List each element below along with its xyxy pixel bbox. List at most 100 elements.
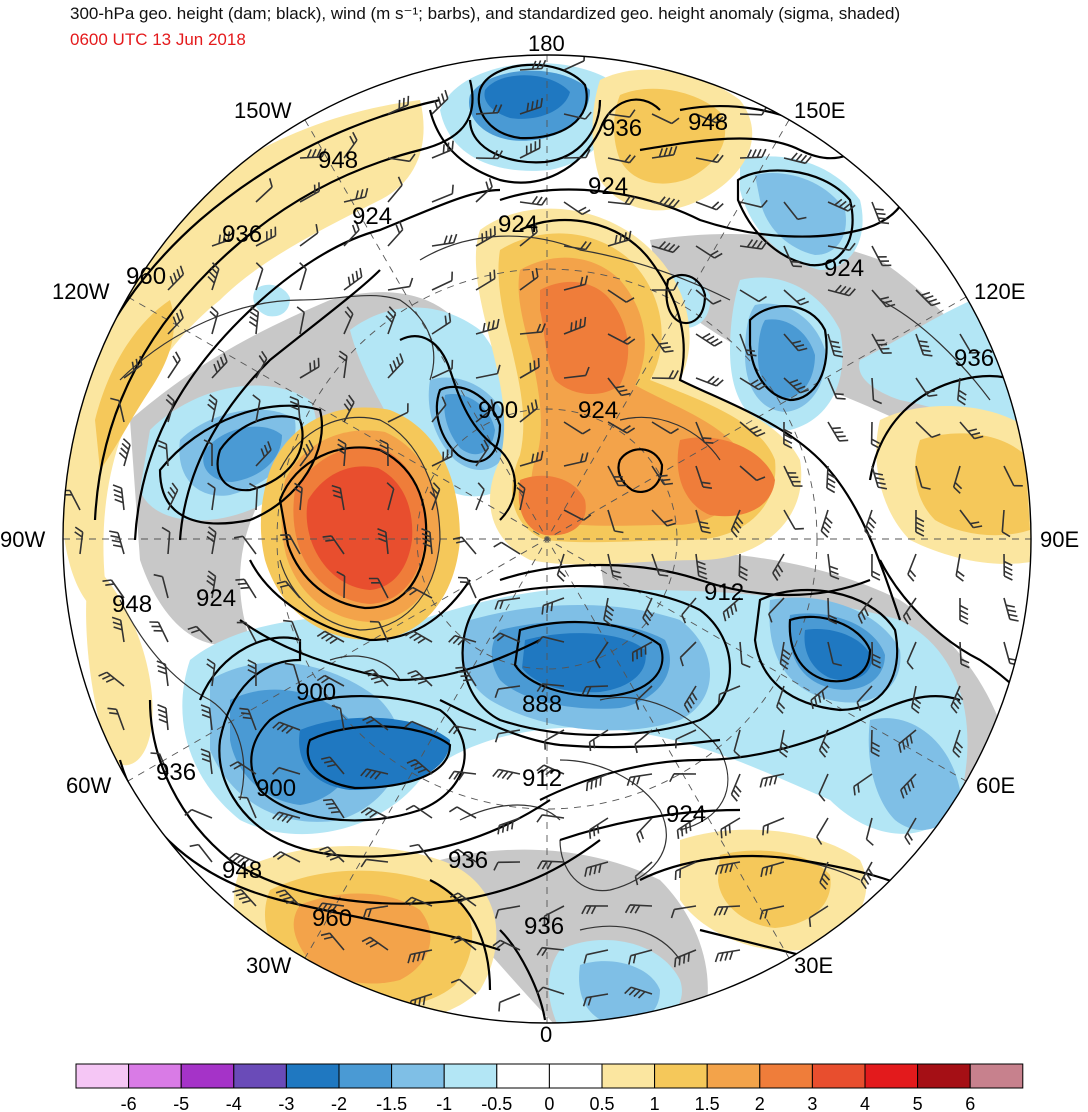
wind-barb — [906, 641, 917, 670]
wind-barb — [475, 318, 500, 335]
wind-barb — [343, 394, 355, 423]
wind-barb — [331, 484, 345, 511]
wind-barb — [409, 843, 433, 863]
wind-barb — [818, 729, 830, 758]
wind-barb — [536, 860, 565, 870]
wind-barb — [272, 766, 301, 775]
wind-barb — [450, 978, 477, 995]
contour-label: 924 — [498, 211, 538, 238]
colorbar-box — [233, 1063, 287, 1089]
wind-barb — [915, 465, 931, 490]
wind-barb — [636, 817, 653, 843]
wind-barb — [563, 241, 592, 251]
wind-barb — [407, 670, 433, 687]
wind-barb — [475, 482, 485, 511]
wind-barb — [110, 397, 125, 423]
wind-barb — [457, 576, 477, 599]
wind-barb — [871, 333, 892, 354]
wind-barb — [331, 704, 345, 731]
map-boundary — [62, 54, 1032, 1024]
wind-barb — [362, 715, 389, 731]
wind-barb — [203, 439, 213, 466]
wind-barb — [651, 241, 680, 254]
wind-barb — [536, 683, 565, 693]
wind-barb — [536, 986, 565, 995]
wind-barb — [675, 729, 697, 749]
wind-barb — [200, 704, 213, 731]
contour-label: 936 — [448, 847, 488, 874]
colorbar-box — [75, 1063, 130, 1089]
colorbar-box — [969, 1063, 1024, 1089]
wind-barb — [607, 553, 622, 579]
contour-label: 936 — [524, 913, 564, 940]
wind-barb — [189, 843, 213, 863]
wind-barb — [299, 148, 327, 159]
lon-label-60w: 60W — [66, 773, 111, 798]
wind-barb — [536, 814, 565, 823]
colorbar-tick-label: 3 — [807, 1094, 817, 1112]
wind-barb — [865, 817, 874, 846]
wind-barb — [211, 229, 235, 247]
wind-barb — [772, 553, 785, 581]
wind-barb — [541, 597, 565, 615]
wind-barb — [674, 861, 697, 881]
wind-barb — [783, 201, 807, 221]
wind-barb — [360, 807, 389, 819]
wind-barb — [431, 447, 453, 467]
wind-barb — [588, 817, 609, 839]
contour-label: 924 — [588, 173, 628, 200]
wind-barb — [343, 221, 360, 247]
lon-label-60e: 60E — [976, 773, 1015, 798]
contour-label: 888 — [522, 691, 562, 718]
wind-barb — [739, 377, 767, 391]
wind-barb — [316, 630, 345, 645]
contour-label: 924 — [578, 397, 618, 424]
wind-barb — [272, 721, 301, 734]
wind-barb — [431, 396, 447, 423]
wind-barb — [714, 861, 741, 875]
polar-map: 948 936 924 960 948 936 924 924 924 936 … — [0, 31, 1079, 1047]
wind-barb — [626, 773, 653, 787]
wind-barb — [739, 148, 767, 159]
wind-barb — [651, 465, 673, 486]
wind-barb — [475, 439, 490, 467]
wind-barb — [299, 357, 320, 379]
wind-barb — [959, 333, 981, 354]
wind-barb — [695, 201, 724, 211]
wind-barb — [320, 932, 345, 951]
wind-barb — [915, 333, 933, 357]
wind-barb — [827, 597, 838, 625]
contour-label: 900 — [296, 679, 336, 706]
wind-barb — [387, 153, 416, 163]
colorbar-tick-label: -1 — [436, 1094, 452, 1112]
lon-label-90w: 90W — [0, 527, 45, 552]
wind-barb — [651, 553, 669, 577]
wind-barb — [681, 597, 697, 624]
wind-barb — [722, 597, 741, 622]
wind-barb — [107, 707, 125, 731]
wind-barb — [563, 316, 587, 335]
wind-barb — [475, 178, 493, 203]
lon-label-150w: 150W — [234, 98, 292, 123]
wind-barb — [695, 553, 708, 580]
wind-barb — [497, 817, 521, 835]
wind-barb — [695, 153, 724, 164]
wind-barb — [319, 846, 345, 863]
wind-barb — [739, 333, 757, 357]
wind-barb — [950, 685, 964, 714]
wind-barb — [563, 452, 589, 467]
wind-barb — [631, 641, 653, 662]
wind-barb — [563, 149, 591, 159]
wind-barb — [207, 482, 216, 511]
wind-barb — [733, 729, 742, 758]
wind-barb — [536, 764, 565, 776]
wind-barb — [860, 861, 874, 890]
wind-barb — [607, 154, 636, 164]
wind-barb — [952, 729, 964, 758]
wind-barb — [386, 482, 395, 511]
wind-barb — [387, 353, 404, 379]
wind-barb — [718, 685, 741, 704]
colorbar-boxes — [75, 1063, 1024, 1089]
wind-barb — [563, 275, 588, 291]
wind-barb — [581, 685, 609, 696]
